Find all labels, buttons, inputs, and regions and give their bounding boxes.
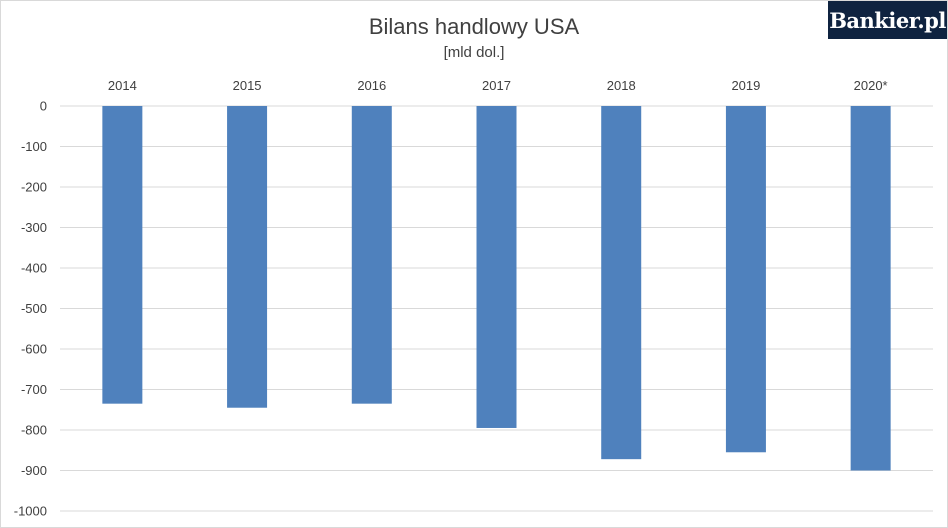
y-tick-label: -600 xyxy=(21,342,47,357)
bar-2016 xyxy=(351,106,392,404)
y-tick-label: -500 xyxy=(21,301,47,316)
y-tick-label: -1000 xyxy=(14,504,47,519)
x-tick-label: 2018 xyxy=(607,78,636,93)
y-tick-label: -700 xyxy=(21,382,47,397)
bar-2018 xyxy=(601,106,642,460)
bar-2017 xyxy=(476,106,517,428)
bar-2020 xyxy=(850,106,891,471)
bankier-logo: Bankier.pl xyxy=(828,1,947,39)
chart-title: Bilans handlowy USA xyxy=(368,14,580,39)
y-tick-label: -400 xyxy=(21,261,47,276)
bar-2014 xyxy=(102,106,143,404)
y-tick-label: -100 xyxy=(21,139,47,154)
bar-2019 xyxy=(725,106,766,453)
bar-2015 xyxy=(227,106,268,408)
x-tick-label: 2015 xyxy=(233,78,262,93)
bars xyxy=(102,106,891,471)
x-tick-label: 2017 xyxy=(482,78,511,93)
y-tick-label: -300 xyxy=(21,220,47,235)
x-tick-label: 2016 xyxy=(357,78,386,93)
y-tick-label: 0 xyxy=(40,99,47,114)
chart-subtitle: [mld dol.] xyxy=(443,44,505,61)
x-tick-label: 2014 xyxy=(108,78,137,93)
y-tick-label: -900 xyxy=(21,463,47,478)
x-axis-tick-labels: 2014 2015 2016 2017 2018 2019 2020* xyxy=(108,78,888,93)
y-tick-label: -800 xyxy=(21,423,47,438)
x-tick-label: 2020* xyxy=(854,78,888,93)
y-axis-tick-labels: 0 -100 -200 -300 -400 -500 -600 -700 -800 -900 -10… xyxy=(14,99,47,519)
y-tick-label: -200 xyxy=(21,180,47,195)
x-tick-label: 2019 xyxy=(731,78,760,93)
